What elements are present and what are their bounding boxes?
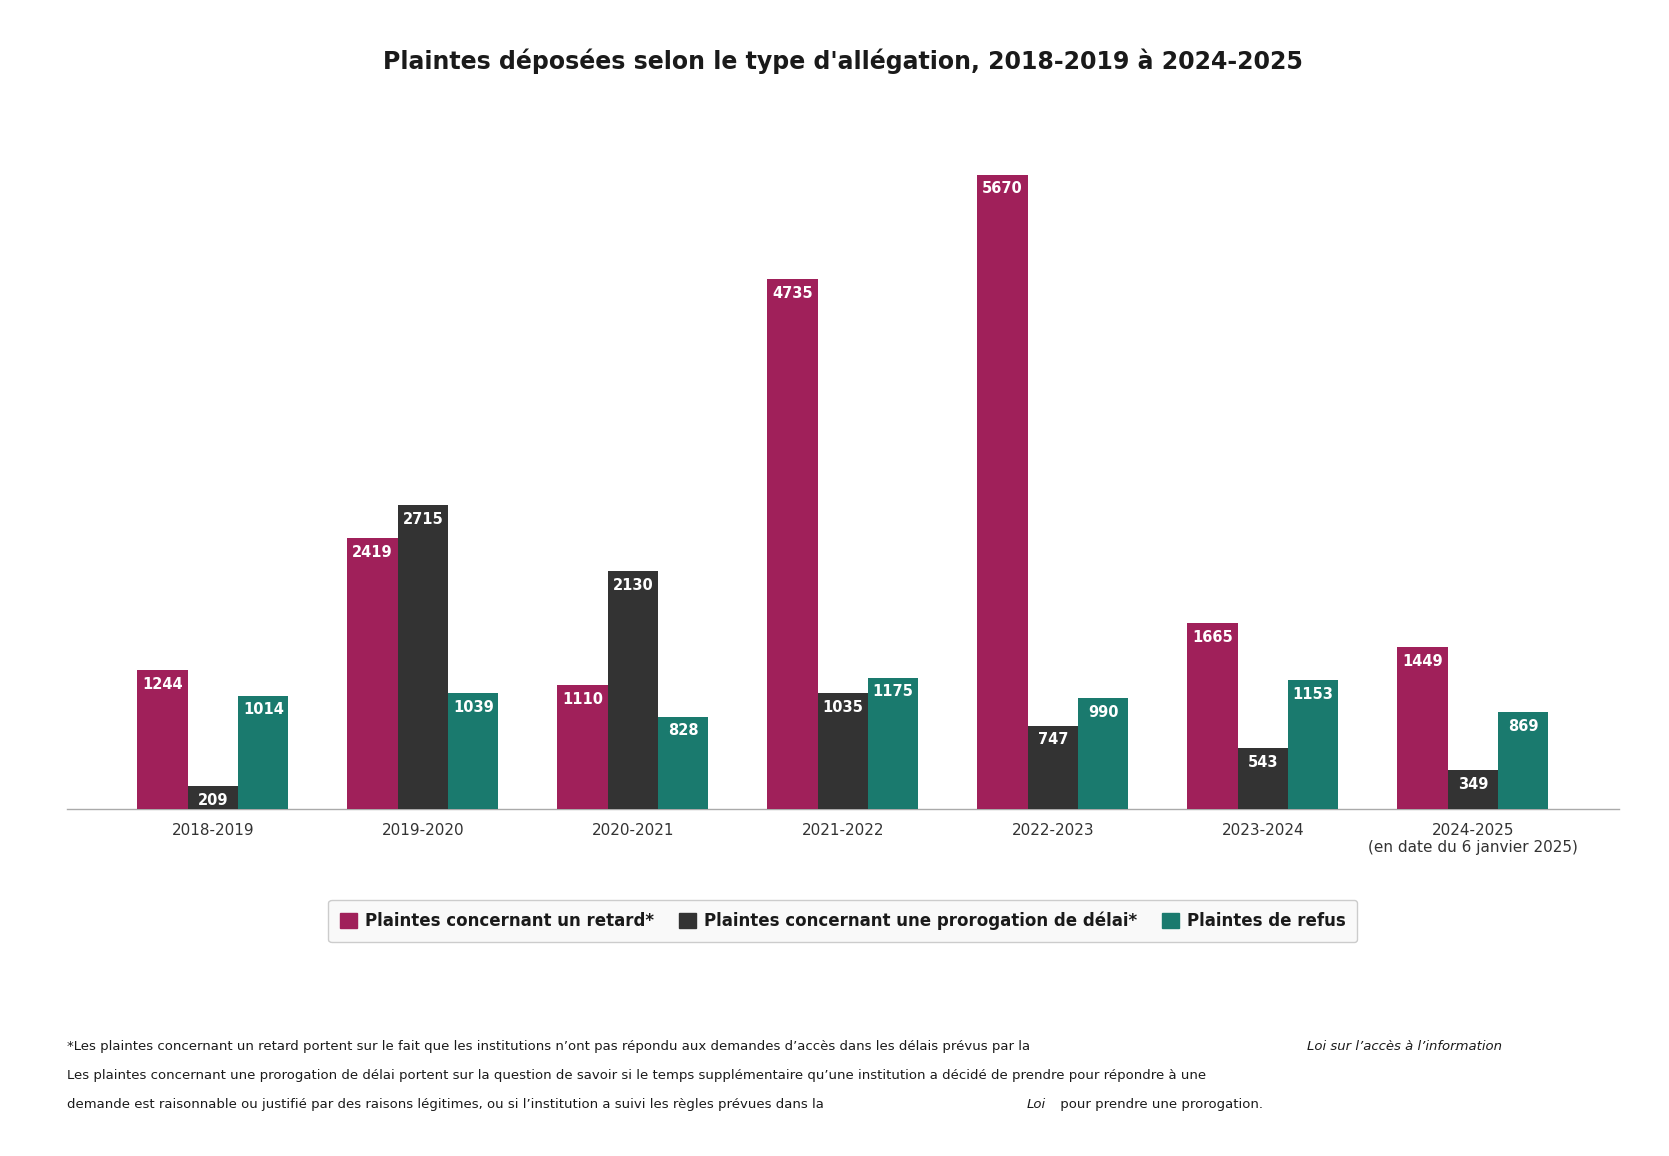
Text: 1035: 1035: [823, 701, 863, 716]
Text: pour prendre une prorogation.: pour prendre une prorogation.: [1056, 1098, 1263, 1111]
Bar: [239, 696, 289, 809]
Text: 1039: 1039: [452, 699, 494, 714]
Text: 209: 209: [197, 793, 229, 808]
Text: 4735: 4735: [773, 286, 813, 301]
Bar: [658, 717, 708, 809]
Bar: [1078, 698, 1128, 809]
Text: 1014: 1014: [244, 703, 284, 718]
Text: 2715: 2715: [402, 512, 444, 527]
Bar: [768, 280, 818, 809]
Text: 747: 747: [1038, 732, 1068, 747]
Text: *Les plaintes concernant un retard portent sur le fait que les institutions n’on: *Les plaintes concernant un retard porte…: [67, 1040, 1035, 1053]
Bar: [447, 692, 499, 809]
Text: 990: 990: [1088, 705, 1118, 720]
Text: 543: 543: [1247, 755, 1278, 770]
Text: demande est raisonnable ou justifié par des raisons légitimes, ou si l’instituti: demande est raisonnable ou justifié par …: [67, 1098, 828, 1111]
Bar: [978, 175, 1028, 809]
Text: 869: 869: [1507, 719, 1539, 734]
Bar: [137, 670, 187, 809]
Title: Plaintes déposées selon le type d'allégation, 2018-2019 à 2024-2025: Plaintes déposées selon le type d'alléga…: [382, 49, 1303, 74]
Bar: [347, 539, 397, 809]
Legend: Plaintes concernant un retard*, Plaintes concernant une prorogation de délai*, P: Plaintes concernant un retard*, Plaintes…: [329, 901, 1357, 942]
Text: 1110: 1110: [562, 691, 603, 706]
Bar: [187, 786, 239, 809]
Text: .: .: [1454, 1040, 1457, 1053]
Text: 2130: 2130: [613, 578, 653, 593]
Bar: [1447, 770, 1499, 809]
Text: Loi sur l’accès à l’information: Loi sur l’accès à l’information: [1307, 1040, 1502, 1053]
Bar: [397, 505, 447, 809]
Bar: [1397, 647, 1447, 809]
Text: 1244: 1244: [142, 676, 184, 691]
Bar: [868, 677, 918, 809]
Bar: [1288, 680, 1339, 809]
Text: Loi: Loi: [1026, 1098, 1045, 1111]
Bar: [608, 571, 658, 809]
Text: 349: 349: [1457, 777, 1489, 792]
Bar: [1238, 748, 1288, 809]
Text: 2419: 2419: [352, 546, 392, 561]
Text: Les plaintes concernant une prorogation de délai portent sur la question de savo: Les plaintes concernant une prorogation …: [67, 1069, 1207, 1082]
Text: 1665: 1665: [1192, 630, 1233, 645]
Text: 5670: 5670: [981, 181, 1023, 197]
Bar: [1499, 712, 1549, 809]
Bar: [818, 694, 868, 809]
Text: 1449: 1449: [1402, 654, 1442, 668]
Text: 1175: 1175: [873, 684, 913, 699]
Text: 1153: 1153: [1293, 687, 1334, 702]
Bar: [1187, 623, 1238, 809]
Bar: [1028, 726, 1078, 809]
Text: 828: 828: [668, 724, 699, 739]
Bar: [557, 686, 608, 809]
